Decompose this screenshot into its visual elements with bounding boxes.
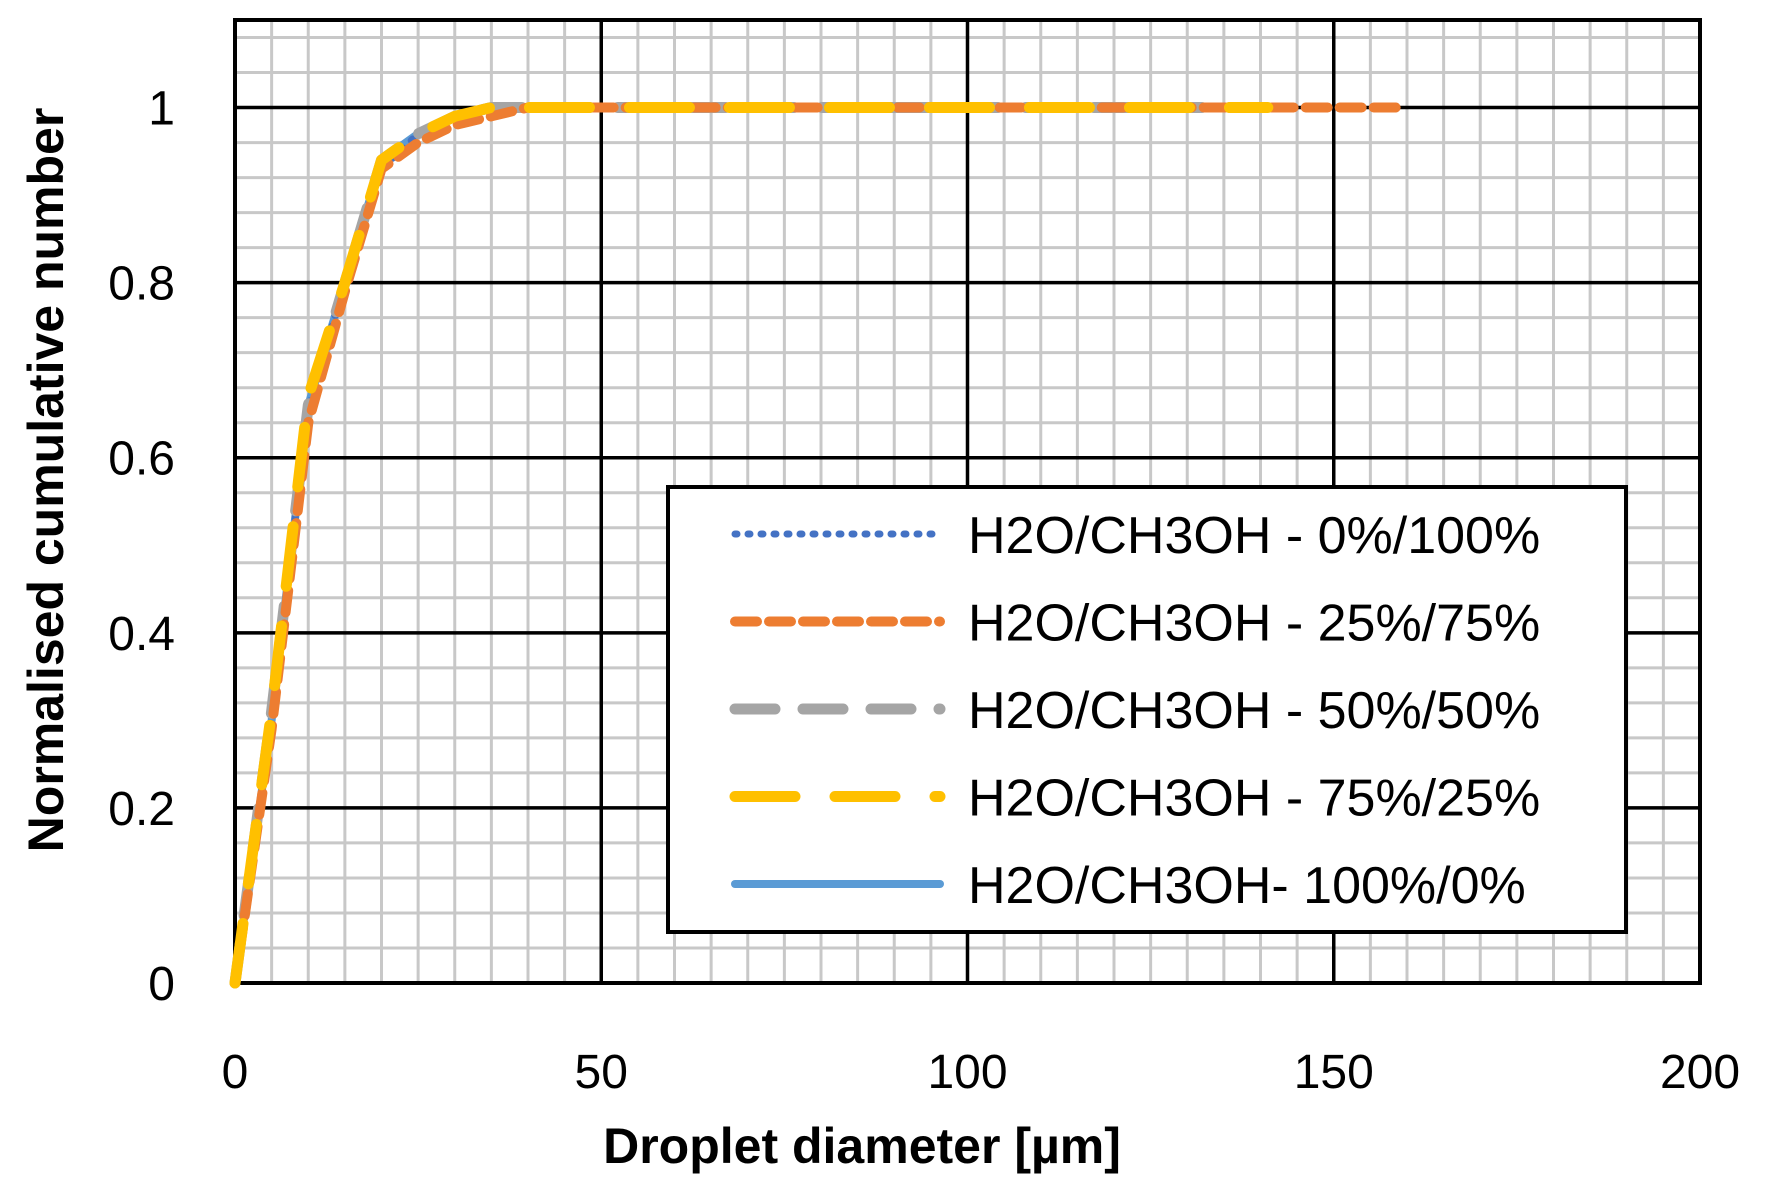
series-line-3 [229,102,1274,989]
legend-label-2: H2O/CH3OH - 50%/50% [968,682,1540,740]
plot-area-border [233,18,1702,985]
y-tick-label: 0 [148,958,175,1011]
x-tick-label: 100 [927,1046,1007,1099]
y-axis-tick-labels: 0 0.2 0.4 0.6 0.8 1 [108,83,175,1011]
x-axis-title: Droplet diameter [µm] [603,1118,1121,1174]
legend-label-1: H2O/CH3OH - 25%/75% [968,595,1540,653]
legend-label-4: H2O/CH3OH- 100%/0% [968,857,1526,915]
y-tick-label: 0.4 [108,608,175,661]
x-tick-label: 200 [1660,1046,1740,1099]
legend-label-3: H2O/CH3OH - 75%/25% [968,770,1540,828]
x-tick-label: 150 [1294,1046,1374,1099]
y-tick-label: 0.6 [108,433,175,486]
x-axis-tick-labels: 0 50 100 150 200 [222,1046,1740,1099]
y-tick-label: 0.8 [108,258,175,311]
data-series [229,102,1412,989]
y-tick-label: 1 [148,83,175,136]
x-tick-label: 0 [222,1046,249,1099]
legend-label-0: H2O/CH3OH - 0%/100% [968,507,1540,565]
plot-frame [233,18,1702,985]
x-tick-label: 50 [575,1046,628,1099]
legend: H2O/CH3OH - 0%/100% H2O/CH3OH - 25%/75% H2… [666,485,1628,934]
y-tick-label: 0.2 [108,783,175,836]
y-axis-title: Normalised cumulative number [18,108,74,853]
